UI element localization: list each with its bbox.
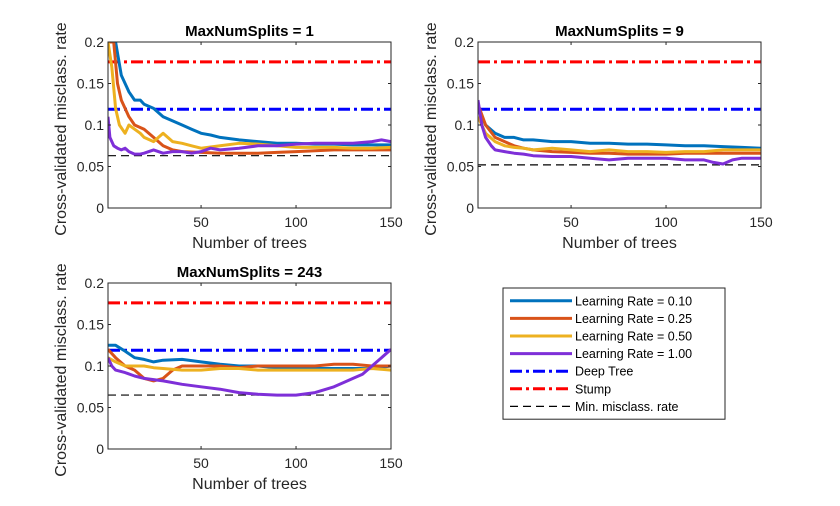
x-axis-label: Number of trees <box>192 235 307 252</box>
subplot-1: 0 0.05 0.1 0.15 0.2 50 100 150 MaxNumSplits = 1 N… <box>53 22 403 252</box>
y-tick-label: 0.1 <box>85 358 105 374</box>
y-tick-label: 0.15 <box>77 317 104 333</box>
chart-title: MaxNumSplits = 1 <box>185 23 314 40</box>
plot-lines <box>478 60 761 166</box>
chart-title: MaxNumSplits = 9 <box>555 23 684 40</box>
y-tick-label: 0.2 <box>85 275 105 291</box>
series-line-learning-rate-0-25 <box>108 348 391 383</box>
x-tick-label: 50 <box>193 455 209 471</box>
legend-entry: Stump <box>510 382 611 396</box>
legend: Learning Rate = 0.10 Learning Rate = 0.25… <box>502 287 726 420</box>
subplot-2: 0 0.05 0.1 0.15 0.2 50 100 150 MaxNumSplits = 9 N… <box>423 22 773 252</box>
x-tick-label: 50 <box>563 214 579 230</box>
legend-label: Deep Tree <box>575 365 633 379</box>
x-tick-label: 50 <box>193 214 209 230</box>
plot-area <box>108 42 391 208</box>
legend-entry: Learning Rate = 1.00 <box>510 347 692 361</box>
series-line-learning-rate-0-50 <box>108 42 391 150</box>
y-tick-label: 0.15 <box>77 76 104 92</box>
series-line-learning-rate-1-00 <box>108 116 391 156</box>
x-axis-label: Number of trees <box>192 476 307 493</box>
y-tick-label: 0.05 <box>77 159 104 175</box>
y-axis-label: Cross-validated misclass. rate <box>423 22 440 236</box>
legend-label: Learning Rate = 0.25 <box>575 312 692 326</box>
series-line-learning-rate-1-00 <box>108 348 391 397</box>
legend-label: Stump <box>575 382 611 396</box>
x-axis-label: Number of trees <box>562 235 677 252</box>
x-tick-label: 100 <box>284 455 308 471</box>
subplot-3: 0 0.05 0.1 0.15 0.2 50 100 150 MaxNumSplits = 24… <box>53 263 403 493</box>
chart-title: MaxNumSplits = 243 <box>177 264 322 281</box>
legend-entry: Learning Rate = 0.50 <box>510 330 692 344</box>
x-tick-label: 150 <box>749 214 773 230</box>
plot-area <box>478 42 761 208</box>
y-axis-label: Cross-validated misclass. rate <box>53 22 70 236</box>
legend-label: Learning Rate = 0.50 <box>575 330 692 344</box>
y-tick-label: 0.2 <box>85 34 105 50</box>
series-line-learning-rate-0-25 <box>478 103 761 156</box>
y-tick-label: 0 <box>96 441 104 457</box>
series-line-learning-rate-0-10 <box>108 343 391 370</box>
series-line-learning-rate-0-10 <box>478 107 761 150</box>
legend-entry: Learning Rate = 0.10 <box>510 294 692 308</box>
y-tick-label: 0 <box>96 200 104 216</box>
plot-lines <box>108 301 391 397</box>
series-line-learning-rate-0-50 <box>478 116 761 154</box>
axes-layer: 0 0.05 0.1 0.15 0.2 50 100 150 MaxNumSplits = 1 N… <box>53 22 773 493</box>
x-tick-label: 100 <box>654 214 678 230</box>
series-line-learning-rate-0-50 <box>108 356 391 372</box>
legend-label: Learning Rate = 0.10 <box>575 294 692 308</box>
y-axis-label: Cross-validated misclass. rate <box>53 263 70 477</box>
y-tick-label: 0.15 <box>447 76 474 92</box>
legend-entry: Min. misclass. rate <box>510 400 679 414</box>
y-tick-label: 0.05 <box>77 400 104 416</box>
y-tick-label: 0 <box>466 200 474 216</box>
legend-label: Learning Rate = 1.00 <box>575 347 692 361</box>
y-tick-label: 0.2 <box>455 34 475 50</box>
plot-lines <box>108 42 391 157</box>
legend-entry: Deep Tree <box>510 365 633 379</box>
x-tick-label: 150 <box>379 214 403 230</box>
y-tick-label: 0.1 <box>455 117 475 133</box>
y-tick-label: 0.05 <box>447 159 474 175</box>
x-tick-label: 100 <box>284 214 308 230</box>
y-tick-label: 0.1 <box>85 117 105 133</box>
x-tick-label: 150 <box>379 455 403 471</box>
legend-entry: Learning Rate = 0.25 <box>510 312 692 326</box>
series-line-learning-rate-1-00 <box>478 99 761 166</box>
legend-label: Min. misclass. rate <box>575 400 679 414</box>
